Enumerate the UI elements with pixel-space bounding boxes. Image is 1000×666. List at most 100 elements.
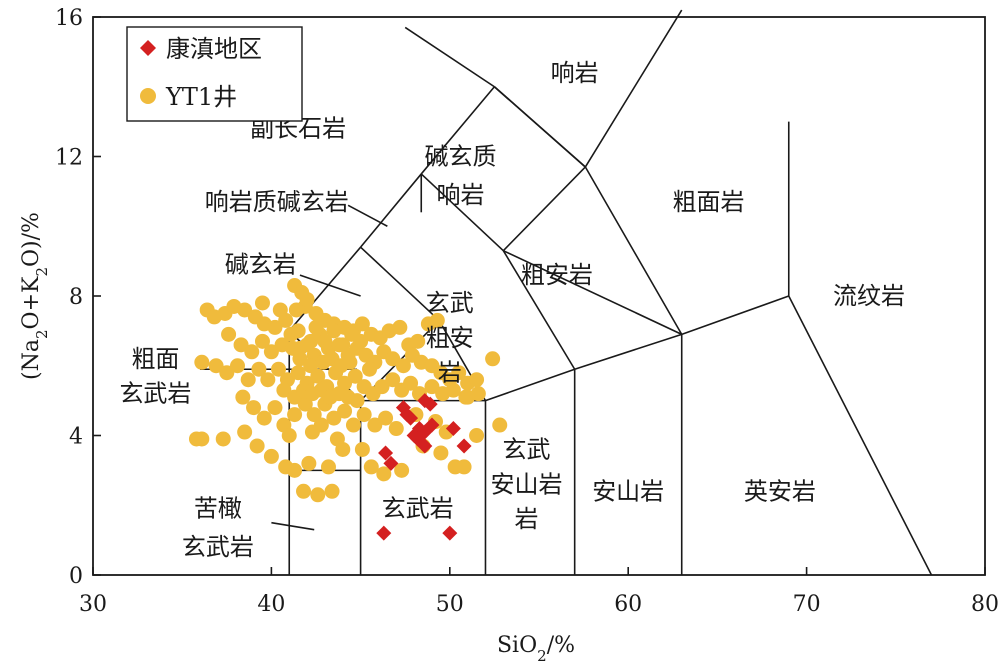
yt1-data-point (215, 431, 231, 447)
yt1-data-point (221, 326, 237, 342)
y-tick-label: 0 (69, 564, 83, 589)
x-tick-label: 50 (436, 592, 464, 617)
tas-boundary-line (502, 250, 576, 370)
y-axis-title: (Na2O+K2O)/% (19, 212, 51, 380)
tas-boundary-line (584, 166, 683, 335)
yt1-data-point (429, 312, 445, 328)
yt1-data-point (356, 407, 372, 423)
yt1-data-point (329, 431, 345, 447)
yt1-data-point (385, 351, 401, 367)
yt1-data-point (235, 389, 251, 405)
tas-boundary-line (288, 246, 362, 332)
x-axis-title: SiO2/% (497, 633, 575, 665)
yt1-data-point (263, 448, 279, 464)
yt1-data-point (306, 407, 322, 423)
yt1-data-point (271, 361, 287, 377)
yt1-data-point (240, 372, 256, 388)
tas-field-label: 流纹岩 (833, 282, 905, 310)
yt1-data-point (303, 358, 319, 374)
yt1-data-point (410, 333, 426, 349)
x-axis-ticks: 30 40 50 60 70 80 (79, 567, 999, 617)
yt1-data-point (287, 462, 303, 478)
kangdian-data-point (383, 455, 399, 471)
yt1-data-point (310, 487, 326, 503)
legend-marker-yt1 (140, 88, 156, 104)
y-tick-label: 8 (69, 285, 83, 310)
yt1-data-point (469, 372, 485, 388)
tas-field-label: 玄武岩 (182, 533, 254, 561)
yt1-data-point (354, 316, 370, 332)
yt1-data-point (469, 428, 485, 443)
yt1-data-point (324, 483, 340, 499)
tas-boundary-line (493, 86, 586, 168)
yt1-data-point (335, 337, 351, 353)
yt1-data-point (301, 455, 317, 471)
x-tick-label: 60 (614, 592, 642, 617)
tas-boundary-line (404, 26, 495, 88)
yt1-data-point (492, 417, 508, 433)
yt1-data-point (374, 379, 390, 395)
kangdian-data-point (456, 438, 472, 454)
tas-field-label: 碱玄质 (425, 143, 497, 171)
x-tick-label: 40 (257, 592, 285, 617)
yt1-data-point (394, 462, 410, 478)
y-axis-ticks: 0 4 8 12 16 (55, 6, 101, 589)
yt1-data-point (281, 428, 297, 443)
yt1-data-point (347, 368, 363, 384)
yt1-data-point (451, 365, 467, 381)
x-tick-label: 30 (79, 592, 107, 617)
label-leader-line (299, 274, 361, 297)
tas-field-label: 安山岩 (491, 470, 563, 498)
tas-field-label: 粗面岩 (672, 188, 744, 216)
yt1-data-point (385, 372, 401, 388)
yt1-data-point (267, 400, 283, 416)
yt1-data-point (237, 302, 253, 318)
label-leader-line (347, 204, 388, 227)
yt1-data-point (317, 333, 333, 349)
yt1-data-point (445, 382, 461, 398)
yt1-data-point (433, 445, 449, 461)
yt1-data-point (276, 382, 292, 398)
yt1-data-point (326, 323, 342, 339)
tas-boundary-line (502, 249, 683, 336)
legend: 康滇地区 YT1井 (126, 26, 303, 122)
yt1-data-point (424, 379, 440, 395)
yt1-data-point (296, 483, 312, 499)
x-tick-label: 70 (793, 592, 821, 617)
kangdian-data-point (417, 424, 433, 440)
tas-boundary-line (485, 368, 575, 402)
yt1-data-point (326, 410, 342, 426)
yt1-data-point (256, 410, 272, 426)
yt1-data-point (337, 403, 353, 419)
kangdian-data-point (445, 421, 461, 437)
yt1-data-point (392, 319, 408, 335)
yt1-data-point (354, 441, 370, 457)
yt1-data-point (395, 358, 411, 374)
yt1-data-point (362, 361, 378, 377)
tas-boundary-line (359, 173, 422, 248)
tas-boundary-line (681, 295, 790, 336)
yt1-data-point (363, 459, 379, 475)
tas-field-label: 响岩 (551, 59, 599, 87)
kangdian-data-point (417, 438, 433, 454)
tas-boundary-line (502, 166, 586, 252)
label-leader-line (271, 521, 315, 531)
yt1-data-point (246, 400, 262, 416)
yt1-data-point (267, 319, 283, 335)
yt1-data-point (254, 333, 270, 349)
yt1-data-point (287, 407, 303, 423)
tas-field-label: 粗面 (131, 345, 179, 373)
tas-boundary-line (584, 9, 683, 168)
tas-field-label: 英安岩 (744, 477, 816, 505)
yt1-data-point (313, 417, 329, 433)
tas-field-label: 安山岩 (592, 477, 664, 505)
kangdian-data-point (378, 445, 394, 461)
yt1-data-point (208, 358, 224, 374)
yt1-data-point (297, 396, 313, 412)
tas-boundary-line (360, 246, 440, 321)
yt1-data-point (485, 351, 501, 367)
tas-boundary-line (788, 295, 933, 576)
tas-field-label: 粗安 (426, 324, 474, 352)
tas-field-label: 粗安岩 (521, 261, 593, 289)
